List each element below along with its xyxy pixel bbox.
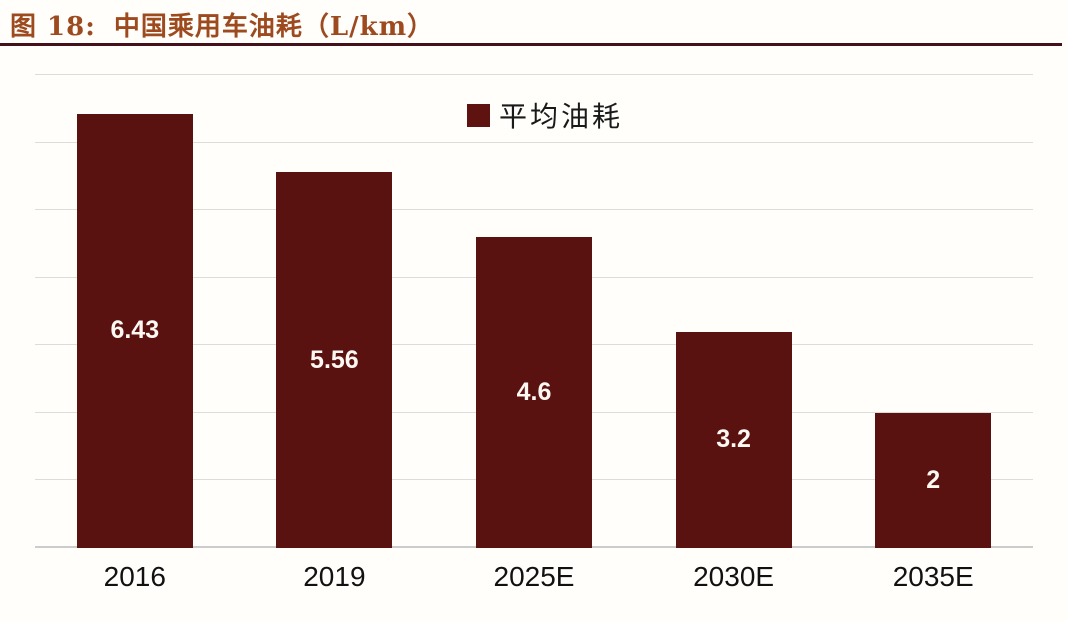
bar-value-label: 2 [926, 465, 941, 494]
bar-2030E: 3.2 [675, 331, 792, 548]
gridline [35, 209, 1033, 211]
bar-2025E: 4.6 [476, 237, 592, 548]
bar-2016: 6.43 [76, 113, 193, 548]
bar-value-label: 6.43 [110, 316, 160, 345]
figure-header: 图 18: 中国乘用车油耗（L/km） [10, 6, 434, 43]
figure-label: 图 18: [10, 12, 96, 42]
bar-2019: 5.56 [276, 172, 393, 548]
header-rule [0, 43, 1062, 46]
legend-series-label: 平均油耗 [499, 100, 624, 133]
gridline [35, 74, 1033, 75]
x-tick-label-2016: 2016 [103, 561, 166, 592]
figure-title: 中国乘用车油耗（L/km） [113, 12, 435, 42]
bar-value-label: 4.6 [516, 378, 552, 407]
x-tick-label-2019: 2019 [303, 561, 366, 592]
legend: 平均油耗 [467, 95, 623, 135]
x-tick-label-2035E: 2035E [892, 561, 974, 592]
gridline [35, 141, 1033, 143]
bar-value-label: 5.56 [310, 345, 359, 374]
bar-2035E: 2 [875, 412, 992, 548]
bar-value-label: 3.2 [716, 425, 751, 454]
plot-area: 6.43 2016 5.56 2019 4.6 2025E 3.2 2030E 2 2035E [35, 74, 1033, 592]
x-tick-label-2025E: 2025E [493, 561, 575, 592]
x-tick-label-2030E: 2030E [693, 561, 775, 592]
legend-marker-icon [467, 103, 490, 127]
